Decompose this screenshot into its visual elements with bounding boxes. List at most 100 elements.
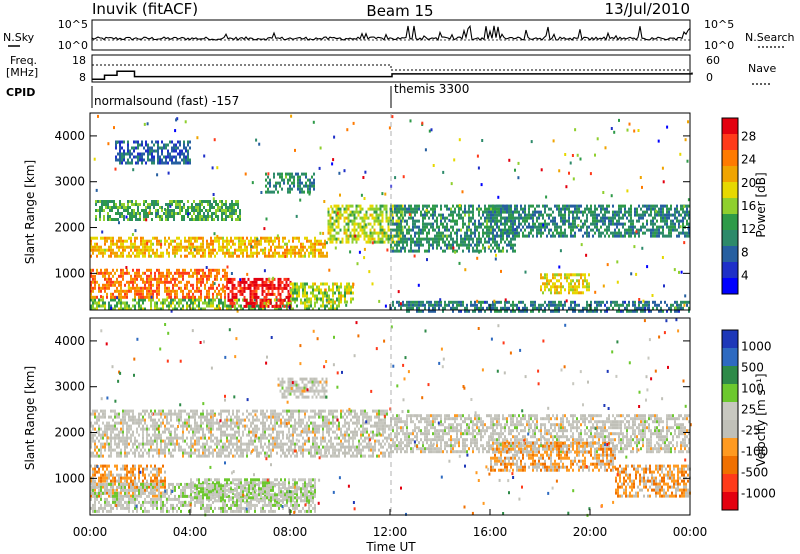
heatmap-cell <box>192 236 194 240</box>
heatmap-cell <box>379 213 382 217</box>
heatmap-cell <box>347 222 350 226</box>
heatmap-cell <box>133 203 135 206</box>
heatmap-cell <box>179 149 181 153</box>
heatmap-cell <box>146 248 148 252</box>
heatmap-cell <box>328 268 331 272</box>
heatmap-cell <box>444 204 446 208</box>
heatmap-cell <box>312 288 314 292</box>
heatmap-cell <box>113 218 115 221</box>
heatmap-cell <box>526 213 528 217</box>
heatmap-cell <box>572 177 575 181</box>
heatmap-cell <box>149 206 151 209</box>
heatmap-cell <box>153 143 155 147</box>
heatmap-cell <box>670 234 672 238</box>
heatmap-cell <box>150 292 152 296</box>
heatmap-cell <box>224 289 226 293</box>
heatmap-cell <box>154 277 156 281</box>
heatmap-cell <box>582 222 584 226</box>
heatmap-cell <box>432 246 434 250</box>
heatmap-cell <box>432 225 434 229</box>
heatmap-cell <box>142 430 144 434</box>
heatmap-cell <box>428 231 430 235</box>
heatmap-cell <box>622 225 624 229</box>
heatmap-cell <box>544 225 546 229</box>
heatmap-cell <box>279 280 282 284</box>
heatmap-cell <box>132 415 134 419</box>
heatmap-cell <box>448 303 450 307</box>
heatmap-cell <box>166 289 168 293</box>
heatmap-cell <box>228 242 230 246</box>
heatmap-cell <box>381 210 384 214</box>
heatmap-cell <box>134 254 136 258</box>
heatmap-cell <box>143 215 145 218</box>
heatmap-cell <box>287 295 290 299</box>
heatmap-cell <box>322 251 324 255</box>
heatmap-cell <box>594 225 596 229</box>
heatmap-cell <box>682 306 684 310</box>
heatmap-cell <box>612 300 614 304</box>
heatmap-cell <box>134 242 136 246</box>
heatmap-cell <box>156 280 158 284</box>
heatmap-cell <box>578 228 580 232</box>
heatmap-cell <box>144 412 146 416</box>
heatmap-cell <box>504 303 506 307</box>
heatmap-cell <box>92 295 94 299</box>
heatmap-cell <box>560 285 562 289</box>
heatmap-cell <box>641 185 643 189</box>
heatmap-cell <box>576 288 578 292</box>
heatmap-cell <box>153 155 155 159</box>
heatmap-cell <box>436 222 438 226</box>
heatmap-cell <box>363 197 366 200</box>
heatmap-cell <box>297 175 299 179</box>
heatmap-cell <box>127 209 129 212</box>
heatmap-cell <box>277 277 280 281</box>
heatmap-cell <box>221 215 223 218</box>
heatmap-cell <box>168 271 170 275</box>
heatmap-cell <box>506 229 509 233</box>
heatmap-cell <box>532 234 534 238</box>
heatmap-cell <box>190 245 192 249</box>
heatmap-cell <box>594 290 597 294</box>
heatmap-cell <box>438 243 440 247</box>
heatmap-cell <box>166 277 168 281</box>
freq-tick-top: 18 <box>72 54 86 67</box>
heatmap-cell <box>199 206 201 209</box>
heatmap-cell <box>528 225 530 229</box>
heatmap-cell <box>399 234 402 238</box>
heatmap-cell <box>466 228 468 232</box>
heatmap-cell <box>496 210 498 214</box>
heatmap-cell <box>104 415 106 419</box>
heatmap-cell <box>391 234 394 238</box>
heatmap-cell <box>122 245 124 249</box>
heatmap-cell <box>412 219 414 223</box>
heatmap-cell <box>110 304 112 308</box>
heatmap-cell <box>249 283 252 287</box>
heatmap-cell <box>568 276 570 280</box>
heatmap-cell <box>220 277 222 281</box>
cpid-label: CPID <box>6 86 35 99</box>
heatmap-cell <box>145 149 147 153</box>
heatmap-cell <box>546 285 548 289</box>
heatmap-cell <box>158 274 160 278</box>
heatmap-cell <box>550 213 552 217</box>
heatmap-cell <box>624 228 626 232</box>
heatmap-cell <box>116 421 118 425</box>
heatmap-cell <box>572 309 574 313</box>
heatmap-cell <box>478 250 481 254</box>
heatmap-cell <box>472 207 474 211</box>
freq-unit: [MHz] <box>6 66 38 79</box>
heatmap-cell <box>207 209 209 212</box>
heatmap-cell <box>398 303 400 307</box>
heatmap-cell <box>146 289 148 293</box>
heatmap-cell <box>120 254 122 258</box>
heatmap-cell <box>460 204 462 208</box>
heatmap-cell <box>334 291 336 295</box>
heatmap-cell <box>310 251 312 255</box>
heatmap-cell <box>228 304 230 308</box>
heatmap-cell <box>104 289 106 293</box>
heatmap-cell <box>120 242 122 246</box>
heatmap-cell <box>418 237 420 241</box>
heatmap-cell <box>112 236 114 240</box>
heatmap-cell <box>404 213 406 217</box>
heatmap-cell <box>170 304 172 308</box>
